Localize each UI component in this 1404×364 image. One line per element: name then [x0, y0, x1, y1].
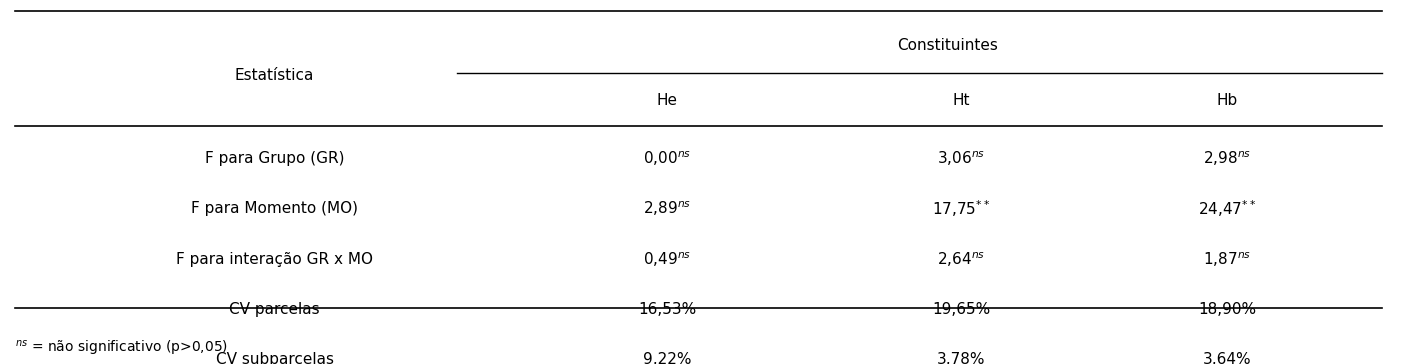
Text: 3,64%: 3,64%	[1203, 352, 1252, 364]
Text: 16,53%: 16,53%	[637, 302, 696, 317]
Text: 2,98$^{ns}$: 2,98$^{ns}$	[1203, 149, 1251, 168]
Text: 3,06$^{ns}$: 3,06$^{ns}$	[936, 149, 986, 168]
Text: 0,00$^{ns}$: 0,00$^{ns}$	[643, 149, 691, 168]
Text: Estatística: Estatística	[234, 68, 314, 83]
Text: 2,64$^{ns}$: 2,64$^{ns}$	[936, 250, 986, 269]
Text: Ht: Ht	[952, 93, 970, 108]
Text: CV parcelas: CV parcelas	[229, 302, 320, 317]
Text: Hb: Hb	[1217, 93, 1238, 108]
Text: 1,87$^{ns}$: 1,87$^{ns}$	[1203, 250, 1251, 269]
Text: 0,49$^{ns}$: 0,49$^{ns}$	[643, 250, 691, 269]
Text: 24,47$^{**}$: 24,47$^{**}$	[1199, 199, 1257, 219]
Text: 19,65%: 19,65%	[932, 302, 990, 317]
Text: 3,78%: 3,78%	[936, 352, 986, 364]
Text: Constituintes: Constituintes	[897, 37, 998, 53]
Text: 18,90%: 18,90%	[1199, 302, 1257, 317]
Text: F para Momento (MO): F para Momento (MO)	[191, 201, 358, 217]
Text: $^{ns}$ = não significativo (p>0,05): $^{ns}$ = não significativo (p>0,05)	[15, 339, 229, 358]
Text: F para interação GR x MO: F para interação GR x MO	[176, 252, 373, 267]
Text: 2,89$^{ns}$: 2,89$^{ns}$	[643, 199, 691, 218]
Text: CV subparcelas: CV subparcelas	[216, 352, 334, 364]
Text: 9,22%: 9,22%	[643, 352, 691, 364]
Text: 17,75$^{**}$: 17,75$^{**}$	[932, 199, 990, 219]
Text: He: He	[657, 93, 678, 108]
Text: F para Grupo (GR): F para Grupo (GR)	[205, 151, 344, 166]
